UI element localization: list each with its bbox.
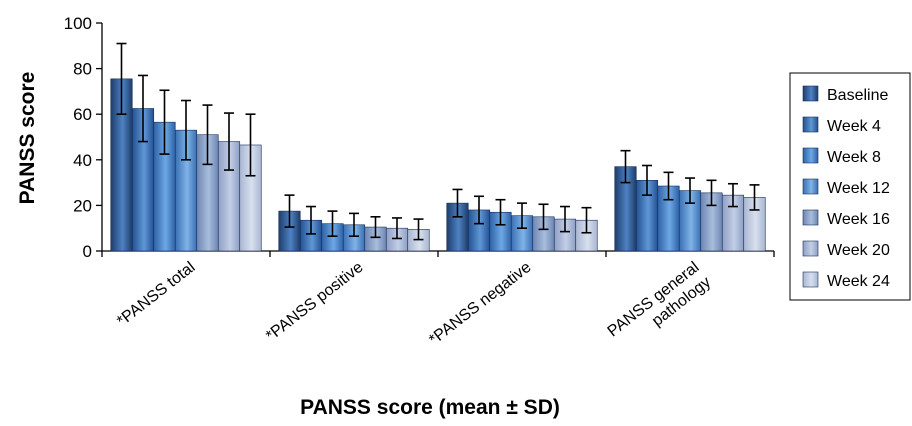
legend-label: Week 8 bbox=[827, 149, 881, 166]
error-bar bbox=[306, 205, 316, 235]
error-bar bbox=[663, 171, 674, 201]
error-bar bbox=[517, 202, 527, 229]
error-bar bbox=[245, 113, 256, 177]
error-bar bbox=[706, 179, 717, 207]
y-tick-label: 80 bbox=[73, 60, 92, 79]
error-bar bbox=[349, 212, 359, 237]
error-bar bbox=[224, 112, 234, 171]
error-bar bbox=[620, 149, 631, 184]
category-label: *PANSS positive bbox=[263, 259, 367, 345]
error-bar bbox=[452, 188, 463, 218]
error-bar bbox=[560, 205, 570, 233]
legend-swatch bbox=[802, 85, 819, 102]
y-tick-label: 60 bbox=[73, 105, 92, 124]
legend-swatch bbox=[802, 240, 819, 257]
error-bar bbox=[138, 74, 148, 143]
legend-label: Week 4 bbox=[827, 118, 881, 135]
error-bar bbox=[495, 198, 506, 226]
x-axis-title: PANSS score (mean ± SD) bbox=[300, 396, 560, 419]
y-tick-label: 40 bbox=[73, 151, 92, 170]
error-bar bbox=[749, 184, 760, 211]
category-label: *PANSS negative bbox=[426, 259, 534, 349]
y-tick-label: 0 bbox=[83, 242, 92, 261]
category-label: PANSS generalpathology bbox=[605, 259, 715, 356]
y-tick-label: 20 bbox=[73, 196, 92, 215]
legend-label: Week 16 bbox=[827, 211, 890, 228]
legend-label: Week 20 bbox=[827, 242, 890, 259]
error-bar bbox=[202, 104, 213, 166]
legend-swatch bbox=[802, 209, 819, 226]
plot-area: 0 20 40 60 80 100 *PANSS total *PANSS positive *… bbox=[64, 14, 775, 356]
error-bar bbox=[327, 210, 338, 237]
error-bar bbox=[181, 99, 191, 161]
error-bar bbox=[581, 206, 592, 234]
error-bar bbox=[685, 177, 695, 204]
legend-label: Baseline bbox=[827, 87, 888, 104]
error-bar bbox=[370, 216, 381, 239]
y-tick-label: 100 bbox=[64, 14, 92, 33]
legend-swatch bbox=[802, 147, 819, 164]
error-bar bbox=[642, 164, 652, 196]
error-bar bbox=[474, 195, 484, 225]
error-bar bbox=[413, 218, 424, 241]
legend-swatch bbox=[802, 116, 819, 133]
legend-swatch bbox=[802, 271, 819, 288]
error-bar bbox=[159, 89, 170, 155]
legend: Baseline Week 4 Week 8 Week 12 Week 16 Week 2… bbox=[789, 72, 911, 301]
legend-label: Week 24 bbox=[827, 273, 890, 290]
category-label: *PANSS total bbox=[114, 259, 199, 330]
error-bar bbox=[116, 42, 127, 115]
legend-label: Week 12 bbox=[827, 180, 890, 197]
error-bar bbox=[538, 203, 549, 231]
y-axis-title: PANSS score bbox=[16, 72, 39, 205]
error-bar bbox=[392, 217, 402, 240]
error-bar bbox=[728, 182, 738, 208]
legend-swatch bbox=[802, 178, 819, 195]
error-bar bbox=[284, 194, 295, 228]
